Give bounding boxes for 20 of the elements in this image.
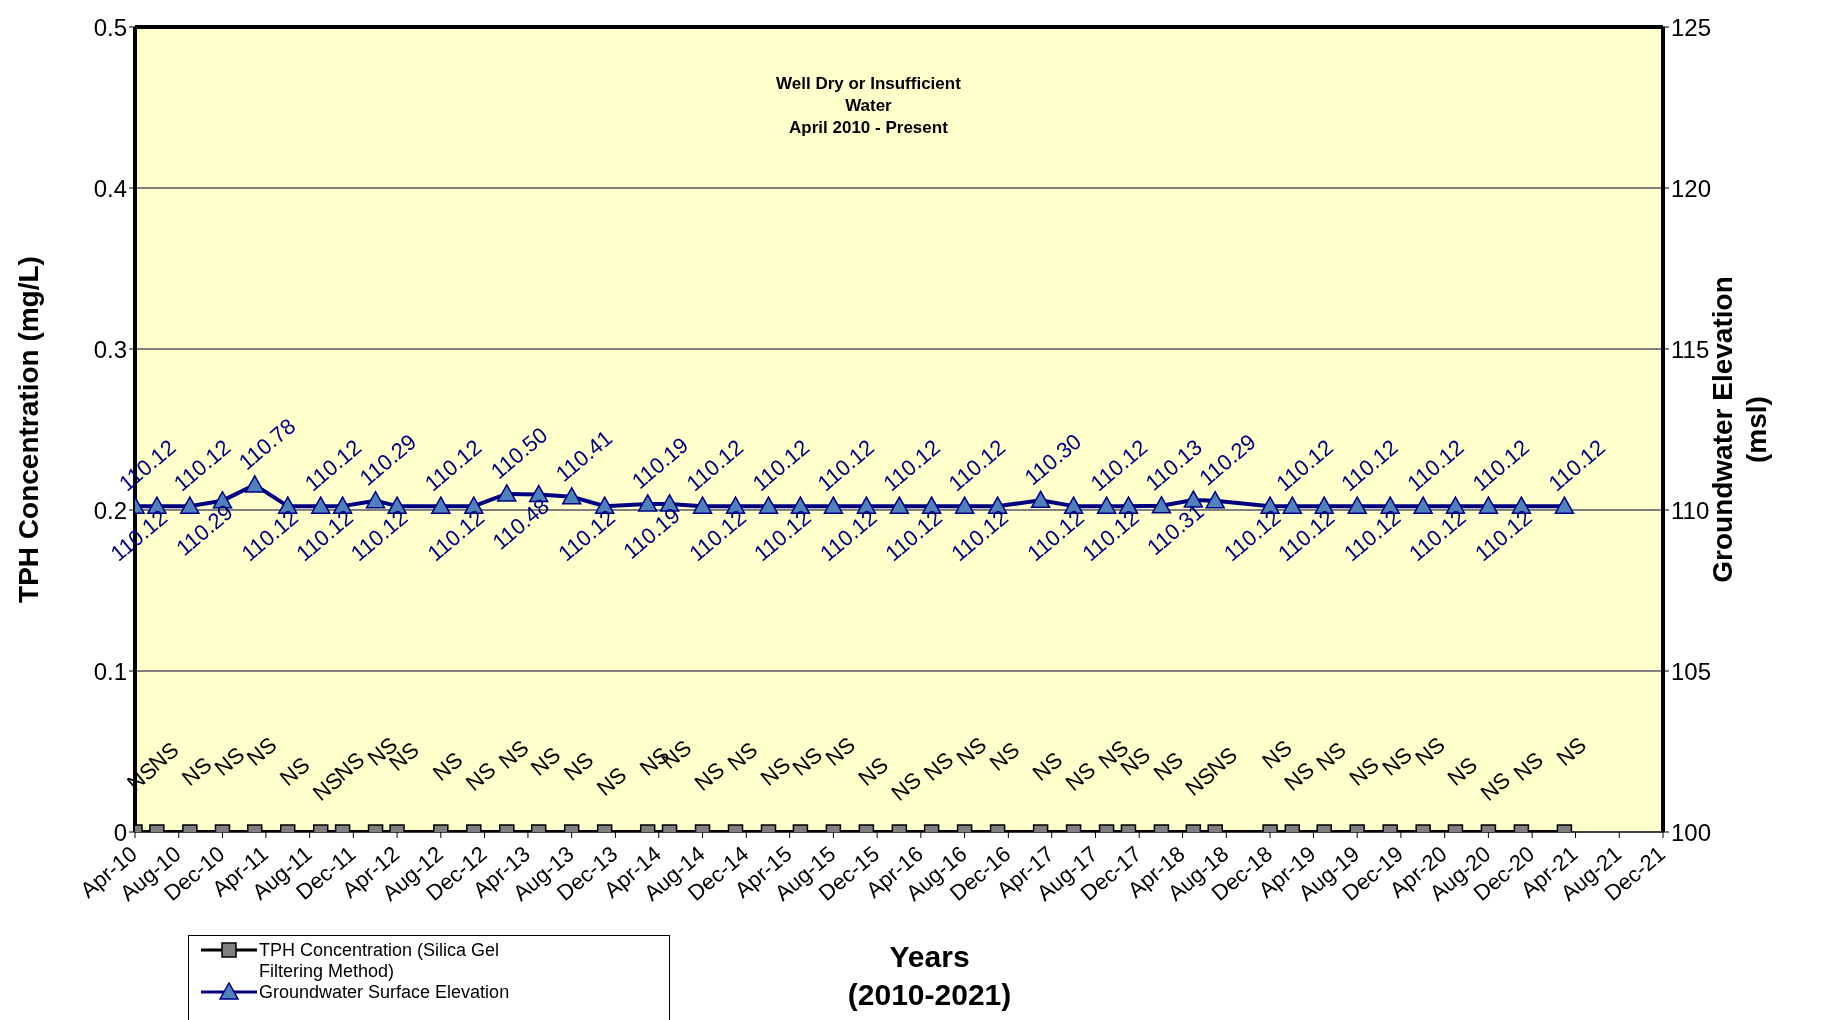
y2-tick-label: 100 [1671,818,1712,846]
data-label: NS [1508,747,1549,786]
y2-tick-label: 115 [1671,335,1710,363]
y2-tick-label: 125 [1671,13,1712,41]
data-label: NS [1410,732,1450,771]
y-tick-label: 0.3 [93,335,127,363]
y-tick-label: 0.5 [93,13,127,41]
data-label: NS [1551,732,1592,771]
y-tick-label: 0.4 [93,174,127,202]
y2-tick-label: 120 [1671,174,1712,202]
y2-tick-label: 110 [1671,496,1710,524]
y-tick-label: 0 [113,818,127,846]
legend-label: TPH Concentration (Silica Gel Filtering Method) [259,940,501,982]
y-axis-title: TPH Concentration (mg/L) [12,256,44,603]
y-tick-label: 0.1 [93,657,127,685]
data-label: NS [820,732,861,771]
annotation: Well Dry or Insufficient Water April 2010 - Present [776,74,962,137]
y2-tick-label: 105 [1671,657,1712,685]
x-axis-title: Years (2010-2021) [847,940,1012,1011]
legend-label: Groundwater Surface Elevation [259,982,510,1003]
